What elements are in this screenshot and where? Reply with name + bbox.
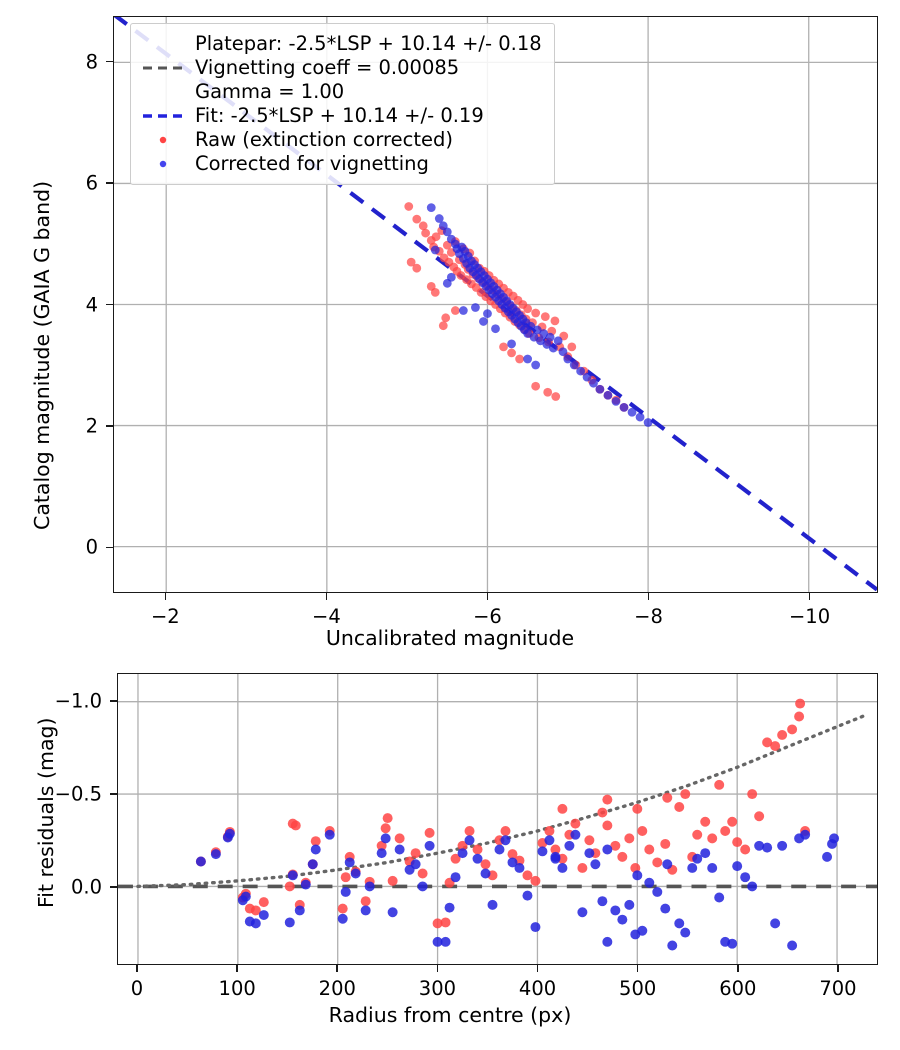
x-tick-label: −10 — [788, 605, 831, 628]
x-tick-label: 600 — [719, 977, 757, 1000]
legend-handle-red-dot — [141, 128, 185, 152]
series-corrected-for-vignetting — [426, 203, 653, 427]
legend-handle-dashed-blue-line — [141, 104, 185, 128]
residuals-y-axis-title: Fit residuals (mag) — [34, 717, 58, 908]
x-tick-mark — [737, 965, 739, 972]
x-tick-mark — [164, 593, 167, 600]
x-tick-mark — [636, 965, 639, 972]
dashed-blue-line-icon — [143, 114, 183, 118]
legend-handle-dashed-gray-line — [141, 56, 185, 80]
legend-entry-platepar: Platepar: -2.5*LSP + 10.14 +/- 0.18 — [141, 32, 542, 56]
y-tick-label: 2 — [85, 414, 98, 438]
residuals-plot-canvas — [118, 674, 877, 964]
series-corrected-for-vignetting — [195, 828, 840, 951]
x-tick-mark — [136, 965, 138, 972]
blue-dot-icon — [159, 160, 167, 168]
x-tick-label: 100 — [218, 977, 256, 1000]
y-tick-label: 4 — [85, 292, 98, 316]
legend-entry-fit: Fit: -2.5*LSP + 10.14 +/- 0.19 — [141, 104, 542, 128]
legend-label-raw: Raw (extinction corrected) — [195, 128, 453, 151]
x-tick-label: 200 — [318, 977, 356, 1000]
x-tick-label: −4 — [312, 605, 341, 628]
legend-label-vignetting: Vignetting coeff = 0.00085 Gamma = 1.00 — [195, 56, 460, 103]
legend-entry-corrected: Corrected for vignetting — [141, 152, 542, 176]
y-tick-mark — [110, 700, 117, 702]
x-tick-mark — [837, 965, 839, 972]
legend-label-fit: Fit: -2.5*LSP + 10.14 +/- 0.19 — [195, 104, 484, 127]
fit-residuals-plot — [117, 673, 878, 965]
magnitude-y-axis-title: Catalog magnitude (GAIA G band) — [30, 180, 54, 530]
y-tick-mark — [110, 793, 117, 795]
x-tick-label: 400 — [518, 977, 557, 1000]
y-tick-label: 8 — [85, 49, 98, 73]
x-tick-mark — [236, 965, 238, 972]
y-tick-label: −0.5 — [54, 782, 102, 806]
x-tick-label: −8 — [634, 605, 663, 628]
plot-legend: Platepar: -2.5*LSP + 10.14 +/- 0.18 Vign… — [130, 23, 555, 185]
x-tick-label: 300 — [418, 977, 457, 1000]
x-tick-label: 0 — [130, 977, 144, 1000]
y-tick-label: −1.0 — [54, 689, 102, 713]
residuals-plot-area — [118, 674, 877, 964]
magnitude-x-axis-title: Uncalibrated magnitude — [325, 626, 575, 650]
y-tick-mark — [106, 546, 113, 549]
red-dot-icon — [159, 136, 167, 144]
x-tick-mark — [486, 593, 489, 600]
x-tick-mark — [336, 965, 339, 972]
y-tick-label: 0 — [85, 535, 98, 559]
legend-label-platepar: Platepar: -2.5*LSP + 10.14 +/- 0.18 — [195, 32, 542, 55]
x-tick-mark — [436, 965, 439, 972]
x-tick-mark — [647, 593, 650, 600]
legend-handle-none — [141, 32, 185, 56]
blank-handle-icon — [141, 32, 185, 56]
y-tick-label: 0.0 — [70, 875, 102, 899]
legend-entry-raw: Raw (extinction corrected) — [141, 128, 542, 152]
y-tick-mark — [106, 303, 113, 306]
y-tick-label: 6 — [85, 171, 98, 195]
x-tick-mark — [325, 593, 328, 600]
x-tick-label: 700 — [819, 977, 857, 1000]
legend-handle-blue-dot — [141, 152, 185, 176]
y-tick-mark — [106, 182, 113, 184]
x-tick-mark — [536, 965, 539, 972]
x-tick-mark — [808, 593, 811, 600]
residuals-x-axis-title: Radius from centre (px) — [328, 1003, 572, 1027]
y-tick-mark — [106, 60, 113, 63]
x-tick-label: −2 — [150, 605, 180, 628]
dashed-gray-line-icon — [143, 66, 183, 70]
x-tick-label: −6 — [473, 605, 502, 628]
x-tick-label: 500 — [619, 977, 657, 1000]
y-tick-mark — [106, 425, 113, 427]
legend-label-corrected: Corrected for vignetting — [195, 152, 429, 175]
y-tick-mark — [110, 886, 117, 888]
legend-entry-vignetting: Vignetting coeff = 0.00085 Gamma = 1.00 — [141, 56, 542, 104]
